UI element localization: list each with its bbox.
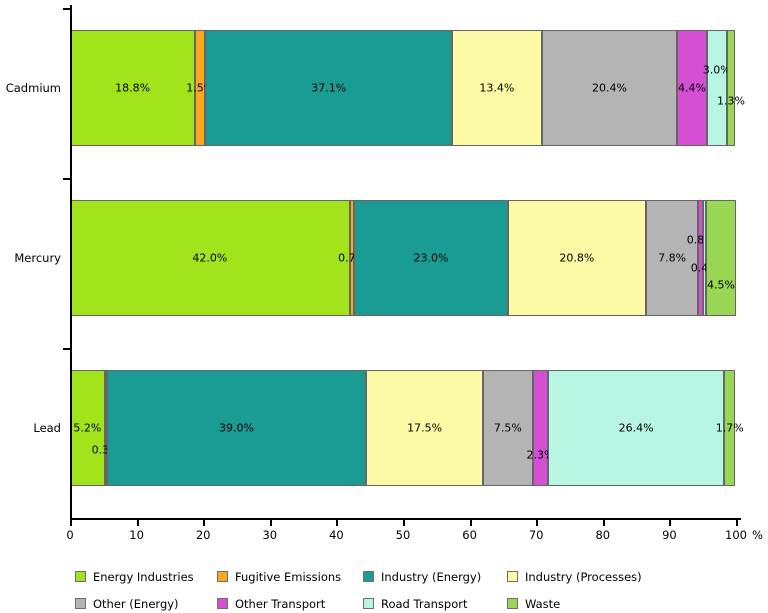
legend-swatch-road-transport: [363, 598, 374, 609]
bar-segment: [726, 30, 736, 146]
segment-data-label: 37.1%: [311, 81, 347, 95]
x-axis-tick: [336, 520, 339, 526]
bar-segment: [106, 370, 367, 486]
x-axis-tick-label: 20: [195, 528, 211, 542]
bar-segment: [677, 30, 707, 146]
x-axis-tick-label: 40: [329, 528, 344, 542]
x-axis-tick: [403, 520, 405, 526]
bar-segment: [548, 370, 724, 486]
segment-data-label: 1.7%: [715, 421, 744, 435]
bar-segment: [349, 200, 355, 316]
x-axis-tick: [203, 520, 206, 526]
bar-segment: [205, 30, 453, 146]
bar-segment: [706, 30, 727, 146]
segment-data-label: 20.4%: [591, 81, 627, 95]
legend-label: Fugitive Emissions: [235, 570, 342, 584]
legend-label: Industry (Energy): [381, 570, 482, 584]
x-axis-tick-label: 0: [66, 528, 74, 542]
bar-segment: [703, 200, 707, 316]
bar-segment: [366, 370, 483, 486]
x-axis-tick-label: 70: [528, 528, 544, 542]
legend-swatch-waste: [507, 598, 518, 609]
x-axis-tick: [136, 520, 139, 526]
bar-segment: [541, 30, 678, 146]
legend-swatch-fugitive-emissions: [217, 571, 228, 582]
segment-data-label: 39.0%: [219, 421, 254, 435]
bar-segment: [482, 370, 533, 486]
x-axis-tick-label: 90: [662, 528, 677, 542]
x-axis-tick: [669, 520, 672, 526]
segment-data-label: 17.5%: [407, 421, 443, 435]
segment-data-label: 18.8%: [115, 81, 151, 95]
x-axis-tick-label: 10: [129, 528, 144, 542]
legend-swatch-other-transport: [217, 598, 228, 609]
legend-label: Energy Industries: [93, 570, 194, 584]
segment-data-label: 7.8%: [658, 251, 687, 265]
segment-data-label: 13.4%: [479, 81, 515, 95]
x-axis-line: [70, 518, 741, 520]
segment-data-label: 4.4%: [678, 81, 707, 95]
x-axis-tick: [269, 520, 272, 526]
x-axis-tick-label: 50: [395, 528, 411, 542]
legend-label: Waste: [525, 597, 561, 611]
bar-segment: [724, 370, 736, 486]
bar-segment: [195, 30, 206, 146]
segment-data-label: 26.4%: [618, 421, 654, 435]
segment-data-label: 1.3%: [717, 94, 745, 108]
segment-data-label: 42.0%: [192, 251, 228, 265]
legend-swatch-industry-energy: [363, 571, 374, 582]
x-axis-tick: [736, 520, 738, 526]
legend-label: Road Transport: [381, 597, 468, 611]
x-axis-tick-label: 80: [595, 528, 611, 542]
x-axis-tick: [602, 520, 605, 526]
segment-data-label: 7.5%: [493, 421, 522, 435]
bar-segment: [70, 30, 196, 146]
category-label-lead: Lead: [33, 421, 61, 435]
legend-swatch-industry-processes: [507, 571, 518, 582]
y-axis-tick: [63, 8, 70, 10]
segment-data-label: 4.5%: [707, 278, 735, 292]
segment-data-label: 3.0%: [702, 63, 731, 77]
x-axis-tick: [70, 520, 72, 526]
legend-label: Other Transport: [235, 597, 326, 611]
segment-data-label: 20.8%: [559, 251, 595, 265]
y-axis-line: [70, 5, 72, 520]
legend-label: Other (Energy): [93, 597, 179, 611]
segment-data-label: 5.2%: [73, 421, 102, 435]
bar-segment: [70, 200, 350, 316]
bar-segment: [698, 200, 704, 316]
x-axis-tick-label: 30: [262, 528, 278, 542]
legend-swatch-energy-industries: [75, 571, 86, 582]
x-axis-tick: [469, 520, 472, 526]
bar-segment: [104, 370, 107, 486]
x-axis-tick-label: 100: [725, 528, 747, 542]
category-label-mercury: Mercury: [14, 251, 61, 265]
y-axis-tick: [63, 178, 70, 180]
legend-label: Industry (Processes): [525, 570, 642, 584]
segment-data-label: 23.0%: [413, 251, 449, 265]
bar-segment: [532, 370, 549, 486]
segment-data-label: 2.3%: [526, 448, 555, 462]
bar-segment: [452, 30, 542, 146]
x-axis-tick-label: 60: [462, 528, 477, 542]
legend-swatch-other-energy: [75, 598, 86, 609]
category-label-cadmium: Cadmium: [5, 81, 61, 95]
x-axis-tick: [536, 520, 539, 526]
bar-segment: [507, 200, 647, 316]
y-axis-tick: [63, 348, 70, 350]
bar-segment: [646, 200, 699, 316]
x-axis-unit-label: %: [752, 528, 763, 542]
bar-segment: [706, 200, 736, 316]
bar-segment: [354, 200, 508, 316]
